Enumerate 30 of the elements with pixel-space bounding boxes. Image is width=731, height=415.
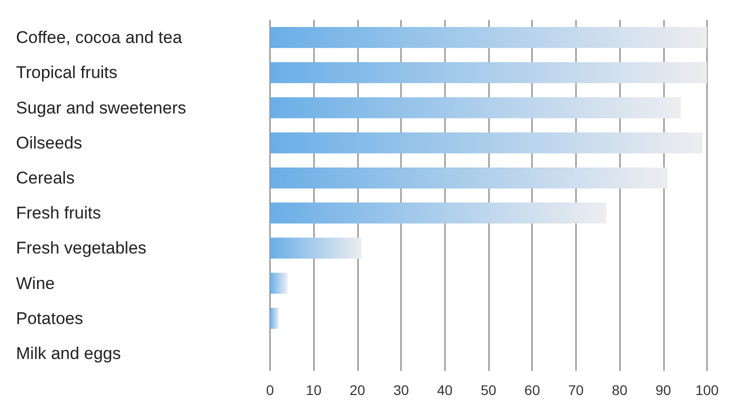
y-tick-label: Wine (16, 274, 55, 293)
bar (270, 272, 288, 294)
x-tick-label: 20 (350, 382, 366, 398)
y-tick-label: Oilseeds (16, 133, 82, 152)
bar (270, 202, 606, 224)
x-tick-label: 80 (612, 382, 628, 398)
x-tick-label: 10 (306, 382, 322, 398)
bar (270, 238, 362, 259)
y-tick-label: Sugar and sweeteners (16, 98, 186, 118)
y-tick-label: Cereals (16, 168, 75, 188)
x-tick-label: 100 (695, 382, 719, 398)
y-tick-label: Coffee, cocoa and tea (16, 28, 183, 48)
x-tick-label: 60 (524, 382, 540, 398)
x-tick-label: 70 (568, 382, 584, 398)
bar (270, 167, 668, 188)
bar (270, 97, 681, 118)
y-tick-label: Fresh fruits (16, 204, 102, 223)
bar (270, 27, 707, 48)
x-tick-label: 40 (437, 382, 453, 398)
y-tick-label: Milk and eggs (16, 344, 121, 363)
y-tick-label: Tropical fruits (16, 63, 118, 82)
y-tick-label: Potatoes (16, 308, 84, 328)
x-tick-label: 50 (480, 382, 496, 398)
x-tick-label: 0 (266, 382, 274, 398)
x-tick-label: 30 (393, 382, 410, 398)
bar (270, 132, 703, 154)
bar (270, 62, 707, 84)
y-tick-label: Fresh vegetables (16, 238, 146, 258)
bar (270, 308, 279, 329)
x-tick-label: 90 (656, 382, 672, 398)
